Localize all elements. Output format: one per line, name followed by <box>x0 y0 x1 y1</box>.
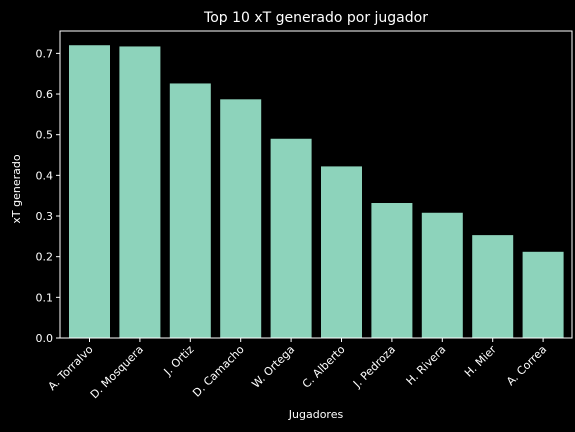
bar <box>472 235 514 338</box>
x-tick-label: J. Ortiz <box>161 343 197 379</box>
x-tick-label: W. Ortega <box>249 343 297 391</box>
y-ticks-group: 0.0 0.1 0.2 0.3 0.4 0.5 0.6 0.7 <box>36 47 60 345</box>
y-tick-label: 0.3 <box>36 210 54 223</box>
y-tick-label: 0.4 <box>36 169 54 182</box>
x-tick-label: H. Rivera <box>404 343 449 388</box>
y-tick-label: 0.7 <box>36 47 54 60</box>
x-tick-label: D. Mosquera <box>88 343 146 401</box>
bar <box>522 251 564 338</box>
y-tick-label: 0.6 <box>36 88 54 101</box>
bar <box>321 166 362 338</box>
x-tick-label: D. Camacho <box>190 343 247 400</box>
x-tick-label: J. Pedroza <box>350 343 398 391</box>
y-tick-label: 0.0 <box>36 332 54 345</box>
bar <box>421 212 463 338</box>
x-tick-label: A. Torralvo <box>46 343 96 393</box>
bar <box>169 83 211 338</box>
y-axis-label: xT generado <box>10 154 23 223</box>
bar <box>371 203 413 338</box>
y-tick-label: 0.5 <box>36 129 54 142</box>
bar <box>220 99 262 338</box>
chart-title: Top 10 xT generado por jugador <box>203 10 428 26</box>
bars-group <box>69 45 564 339</box>
x-tick-label: C. Alberto <box>300 343 348 391</box>
plot-frame <box>59 30 573 339</box>
bar <box>69 45 110 339</box>
y-tick-label: 0.1 <box>36 291 54 304</box>
y-tick-label: 0.2 <box>36 251 54 264</box>
x-tick-label: A. Correa <box>504 343 549 388</box>
bar <box>270 138 312 338</box>
bar <box>119 46 161 338</box>
x-tick-label: H. Mier <box>462 343 499 380</box>
x-axis-label: Jugadores <box>288 408 344 421</box>
